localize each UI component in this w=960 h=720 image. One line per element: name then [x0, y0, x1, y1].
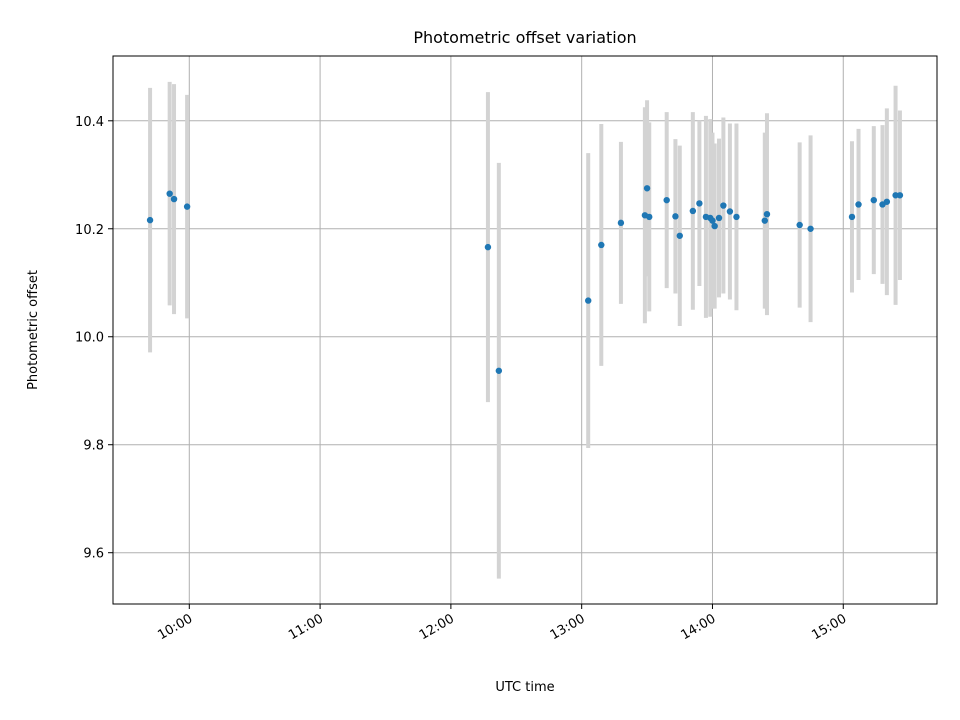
data-point — [146, 216, 154, 224]
x-tick-label: 10:00 — [155, 611, 195, 643]
data-point — [896, 192, 904, 199]
data-point — [709, 217, 716, 224]
data-point — [763, 210, 771, 218]
data-point — [870, 196, 877, 204]
x-tick-label: 14:00 — [679, 611, 719, 643]
y-axis: 9.6 9.8 10.0 10.2 10.4 — [75, 115, 113, 562]
data-point — [696, 200, 703, 207]
data-point — [883, 198, 891, 205]
data-point — [170, 195, 178, 203]
data-point — [796, 221, 803, 229]
data-point — [855, 201, 862, 208]
data-point — [585, 297, 592, 304]
y-tick-label: 10.2 — [75, 223, 104, 238]
data-point — [643, 185, 651, 192]
data-point — [720, 202, 727, 209]
x-tick-label: 12:00 — [417, 611, 457, 643]
data-point — [807, 225, 814, 232]
data-point — [166, 190, 173, 197]
data-point — [711, 222, 718, 230]
data-point — [848, 213, 856, 221]
x-tick-label: 11:00 — [286, 611, 326, 643]
data-point — [733, 213, 740, 221]
plot-frame — [112, 55, 938, 605]
data-point — [761, 217, 768, 224]
y-tick-label: 10.0 — [75, 331, 104, 346]
data-point — [183, 203, 191, 210]
data-point — [646, 213, 653, 221]
data-point — [676, 232, 683, 239]
data-point — [726, 208, 734, 215]
chart-title: Photometric offset variation — [413, 28, 636, 47]
data-point — [617, 219, 625, 227]
data-point — [672, 213, 679, 220]
x-axis: 10:00 11:00 12:00 13:00 14:00 15:00 — [155, 604, 849, 643]
error-bars — [148, 81, 902, 579]
data-points — [146, 185, 904, 374]
data-point — [484, 243, 492, 251]
y-tick-label: 9.6 — [83, 547, 104, 562]
data-point — [715, 214, 723, 222]
data-point — [689, 207, 697, 215]
x-axis-label: UTC time — [495, 680, 554, 695]
grid — [113, 56, 937, 604]
x-tick-label: 13:00 — [548, 611, 588, 643]
data-point — [663, 196, 670, 204]
y-axis-label: Photometric offset — [26, 270, 41, 390]
y-tick-label: 10.4 — [75, 115, 104, 130]
y-tick-label: 9.8 — [83, 439, 104, 454]
x-tick-label: 15:00 — [809, 611, 849, 643]
data-point — [598, 241, 605, 249]
data-point — [495, 367, 503, 374]
